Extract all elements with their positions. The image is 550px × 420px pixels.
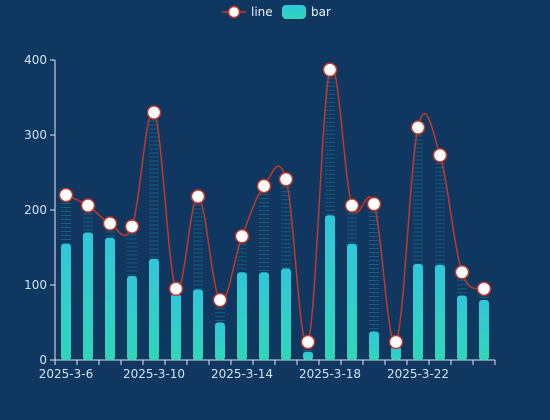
bar-10 — [281, 268, 291, 360]
y-tick-label-300: 300 — [24, 128, 47, 142]
line-point-4 — [146, 105, 162, 120]
line-point-0 — [58, 187, 74, 203]
bar-17 — [435, 264, 445, 360]
y-tick-label-0: 0 — [39, 353, 47, 367]
bar-2 — [105, 237, 115, 360]
y-tick-label-100: 100 — [24, 278, 47, 292]
bar-9 — [259, 272, 269, 360]
line-point-19 — [476, 281, 492, 296]
bar-4 — [149, 258, 159, 360]
bar-8 — [237, 272, 247, 360]
bar-0 — [61, 243, 71, 360]
line-point-16 — [410, 120, 426, 135]
line-point-12 — [322, 62, 338, 77]
line-point-11 — [300, 334, 316, 350]
legend-bar-label: bar — [311, 5, 331, 19]
x-tick-label-2025-3-14: 2025-3-14 — [211, 367, 273, 381]
x-tick-label-2025-3-18: 2025-3-18 — [299, 367, 361, 381]
legend-line-marker — [227, 5, 241, 19]
bar-15 — [391, 346, 401, 360]
y-tick-label-200: 200 — [24, 203, 47, 217]
line-point-14 — [366, 196, 382, 212]
bar-19 — [479, 300, 489, 360]
line-point-18 — [454, 265, 470, 280]
x-tick-label-2025-3-10: 2025-3-10 — [123, 367, 185, 381]
line-point-13 — [344, 198, 360, 213]
bar-14 — [369, 331, 379, 360]
bar-3 — [127, 276, 137, 360]
x-tick-label-2025-3-22: 2025-3-22 — [387, 367, 449, 381]
bar-12 — [325, 215, 335, 360]
bar-16 — [413, 264, 423, 360]
legend-bar-swatch — [282, 5, 306, 19]
bar-5 — [171, 294, 181, 360]
bar-18 — [457, 295, 467, 360]
y-tick-label-400: 400 — [24, 53, 47, 67]
bar-13 — [347, 243, 357, 360]
line-point-2 — [102, 216, 118, 231]
bar-6 — [193, 289, 203, 360]
line-point-10 — [278, 172, 294, 187]
line-point-6 — [190, 189, 206, 204]
line-point-17 — [432, 148, 448, 163]
x-tick-label-2025-3-6: 2025-3-6 — [39, 367, 93, 381]
line-point-7 — [212, 292, 228, 308]
line-point-1 — [80, 198, 96, 213]
bar-11 — [303, 351, 313, 360]
line-point-3 — [124, 219, 140, 234]
bar-1 — [83, 232, 93, 360]
line-point-15 — [388, 334, 404, 350]
bar-7 — [215, 322, 225, 360]
line-point-5 — [168, 281, 184, 296]
line-point-9 — [256, 178, 272, 194]
line-point-8 — [234, 229, 250, 244]
legend-line-label: line — [251, 5, 273, 19]
